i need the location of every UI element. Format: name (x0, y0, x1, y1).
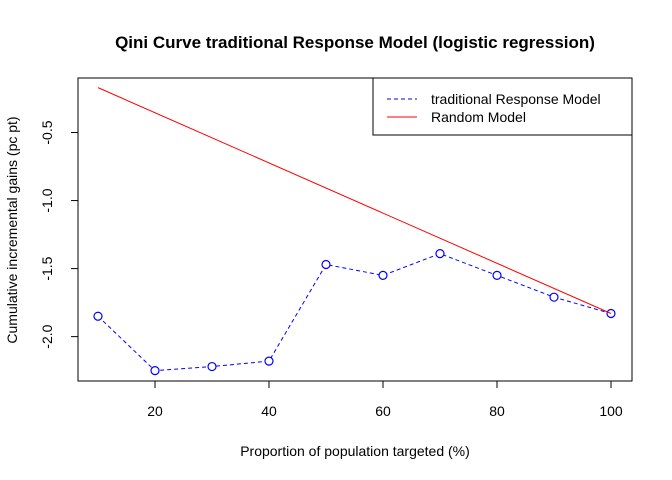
x-tick-label: 80 (489, 403, 505, 419)
legend-box (372, 77, 633, 136)
x-tick-label: 60 (375, 403, 391, 419)
legend-label-random-model: Random Model (431, 109, 526, 125)
y-axis: -0.5 -1.0 -1.5 -2.0 (39, 120, 78, 349)
x-tick-label: 100 (599, 403, 623, 419)
data-point (492, 270, 502, 280)
x-tick-label: 20 (147, 403, 163, 419)
legend-label-response-model: traditional Response Model (431, 91, 601, 107)
y-tick-label: -1.0 (39, 188, 55, 212)
data-point (207, 361, 217, 372)
series-line-random-model (97, 87, 612, 314)
series-layer (93, 87, 616, 376)
data-point (435, 249, 445, 259)
data-point (321, 259, 331, 270)
x-axis: 20 40 60 80 100 (147, 381, 623, 419)
x-tick-label: 40 (261, 403, 277, 419)
series-line-traditional-response-model (97, 253, 612, 372)
data-point (264, 356, 274, 366)
legend: traditional Response Model Random Model (372, 77, 633, 136)
chart-title: Qini Curve traditional Response Model (l… (115, 33, 595, 52)
y-tick-label: -1.5 (39, 256, 55, 280)
plot-frame (77, 77, 633, 382)
data-point (378, 270, 388, 280)
y-tick-label: -0.5 (39, 120, 55, 144)
data-point (150, 366, 160, 376)
y-axis-label: Cumulative incremental gains (pc pt) (4, 116, 20, 343)
x-axis-label: Proportion of population targeted (%) (240, 443, 470, 459)
data-point (549, 292, 559, 302)
data-point (93, 311, 103, 321)
y-tick-label: -2.0 (39, 324, 55, 348)
